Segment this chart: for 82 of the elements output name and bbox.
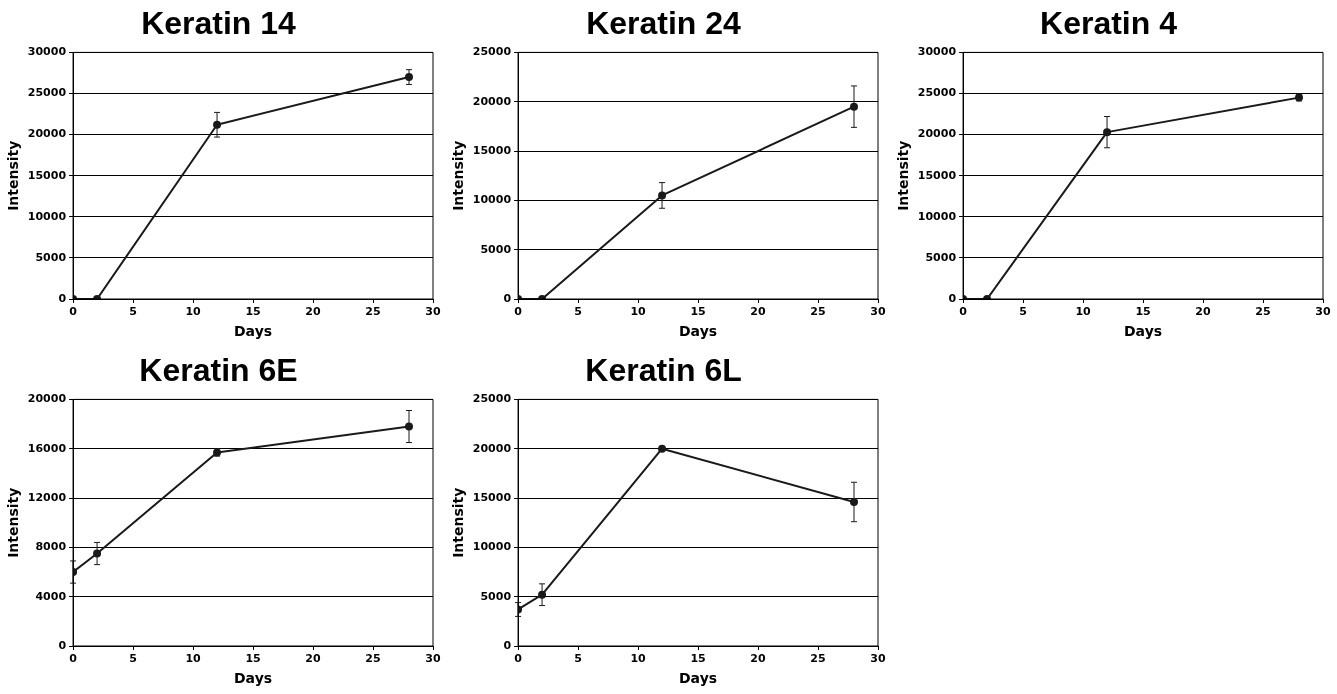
x-tick-label: 30: [425, 305, 441, 319]
x-axis-title: Days: [678, 670, 718, 687]
x-tick-label: 25: [810, 652, 826, 666]
y-tick-label: 15000: [472, 490, 512, 504]
x-tick-label: 30: [425, 652, 441, 666]
x-tick-label: 25: [365, 652, 381, 666]
y-tick-label: 10000: [472, 193, 512, 207]
x-tick-label: 0: [514, 305, 523, 319]
x-tick-label: 15: [690, 652, 706, 666]
y-tick-label: 25000: [27, 86, 67, 100]
y-tick-label: 12000: [27, 490, 67, 504]
x-tick-label: 5: [574, 305, 582, 319]
y-tick-label: 15000: [27, 168, 67, 182]
x-tick-label: 20: [750, 652, 767, 666]
y-tick-label: 15000: [472, 143, 512, 157]
x-tick-label: 10: [185, 305, 202, 319]
x-axis-title: Days: [233, 323, 273, 340]
x-tick-label: 10: [630, 305, 647, 319]
y-axis-title: Intensity: [895, 140, 912, 211]
x-tick-label: 30: [870, 652, 886, 666]
x-axis-title: Days: [678, 323, 718, 340]
y-tick-label: 4000: [35, 589, 67, 603]
y-tick-label: 20000: [917, 127, 957, 141]
y-axis-title: Intensity: [5, 487, 22, 558]
y-axis-title: Intensity: [450, 487, 467, 558]
y-tick-label: 20000: [472, 441, 512, 455]
y-tick-label: 5000: [925, 250, 957, 264]
y-tick-label: 15000: [917, 168, 957, 182]
x-tick-label: 0: [69, 652, 78, 666]
y-tick-label: 0: [503, 638, 512, 652]
x-tick-label: 20: [305, 305, 322, 319]
x-tick-label: 20: [750, 305, 767, 319]
x-tick-label: 30: [1315, 305, 1331, 319]
y-tick-label: 30000: [917, 45, 957, 59]
x-tick-label: 15: [1135, 305, 1151, 319]
chart-title: Keratin 6E: [139, 352, 298, 389]
x-tick-label: 10: [185, 652, 202, 666]
x-tick-label: 15: [245, 652, 261, 666]
y-tick-label: 20000: [27, 127, 67, 141]
x-tick-label: 0: [514, 652, 523, 666]
y-tick-label: 8000: [35, 540, 67, 554]
y-tick-label: 0: [503, 291, 512, 305]
y-tick-label: 0: [58, 638, 67, 652]
y-tick-label: 20000: [27, 392, 67, 406]
x-axis-title: Days: [1123, 323, 1163, 340]
chart-title: Keratin 4: [1040, 5, 1178, 42]
chart-title: Keratin 6L: [585, 352, 742, 389]
y-tick-label: 10000: [27, 209, 67, 223]
chart-title: Keratin 24: [586, 5, 742, 42]
x-tick-label: 25: [365, 305, 381, 319]
y-tick-label: 30000: [27, 45, 67, 59]
x-tick-label: 5: [1019, 305, 1027, 319]
chart-title: Keratin 14: [141, 5, 297, 42]
x-tick-label: 0: [959, 305, 968, 319]
x-tick-label: 15: [245, 305, 261, 319]
x-tick-label: 20: [305, 652, 322, 666]
x-tick-label: 20: [1195, 305, 1212, 319]
y-tick-label: 10000: [472, 540, 512, 554]
y-tick-label: 5000: [480, 589, 512, 603]
x-tick-label: 10: [630, 652, 647, 666]
y-tick-label: 25000: [917, 86, 957, 100]
y-axis-title: Intensity: [450, 140, 467, 211]
y-tick-label: 0: [948, 291, 957, 305]
y-axis-title: Intensity: [5, 140, 22, 211]
y-tick-label: 25000: [472, 45, 512, 59]
y-tick-label: 25000: [472, 392, 512, 406]
x-tick-label: 0: [69, 305, 78, 319]
x-tick-label: 15: [690, 305, 706, 319]
y-tick-label: 10000: [917, 209, 957, 223]
x-tick-label: 25: [810, 305, 826, 319]
y-tick-label: 5000: [35, 250, 67, 264]
y-tick-label: 5000: [480, 242, 512, 256]
x-tick-label: 10: [1075, 305, 1092, 319]
x-tick-label: 5: [574, 652, 582, 666]
y-tick-label: 20000: [472, 94, 512, 108]
x-axis-title: Days: [233, 670, 273, 687]
x-tick-label: 25: [1255, 305, 1271, 319]
y-tick-label: 0: [58, 291, 67, 305]
x-tick-label: 5: [129, 652, 137, 666]
x-tick-label: 5: [129, 305, 137, 319]
y-tick-label: 16000: [27, 441, 67, 455]
x-tick-label: 30: [870, 305, 886, 319]
